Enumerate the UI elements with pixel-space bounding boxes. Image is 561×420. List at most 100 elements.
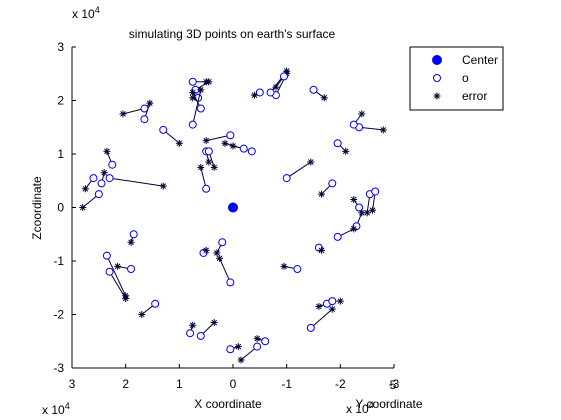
z-axis-label: Zcoordinate — [30, 176, 44, 240]
point-o-marker — [279, 72, 288, 81]
point-o-marker — [239, 144, 248, 153]
point-error-marker — [146, 99, 154, 107]
point-error-marker-stroke — [189, 89, 196, 96]
point-error-marker-stroke — [206, 159, 212, 165]
x-tick-label: 2 — [122, 377, 129, 391]
point-o-marker — [349, 120, 358, 129]
error-vector-line — [192, 89, 202, 125]
point-error-marker — [100, 169, 108, 177]
point-o-marker — [127, 265, 136, 274]
x-axis-label: X coordinate — [194, 397, 262, 411]
point-error-marker — [197, 86, 205, 94]
point-error-marker — [342, 147, 350, 155]
point-error-marker — [358, 110, 366, 118]
point-o-marker — [328, 297, 337, 306]
point-o-marker — [105, 267, 114, 276]
z-tick-label: 2 — [57, 94, 64, 108]
error-vector-line — [310, 308, 333, 329]
point-o-marker — [328, 179, 337, 188]
point-error-marker-stroke — [254, 335, 260, 342]
error-vector-line — [109, 271, 127, 299]
point-error-marker — [379, 126, 387, 134]
z-exponent-label: x 104 — [72, 5, 100, 21]
point-error-marker — [318, 246, 326, 254]
point-error-marker — [229, 142, 237, 150]
point-error-marker-stroke — [281, 263, 287, 270]
point-error-marker-stroke — [120, 111, 126, 117]
error-vector-line — [106, 255, 127, 296]
point-error-marker-stroke — [318, 247, 325, 254]
point-error-marker-stroke — [160, 183, 167, 189]
point-error-marker — [213, 249, 221, 257]
point-error-marker — [197, 163, 205, 171]
point-o-marker — [333, 139, 342, 148]
legend-o-label: o — [462, 71, 469, 85]
point-error-marker — [138, 311, 146, 318]
legend-error-star-stroke — [434, 93, 440, 99]
x-tick-label: 0 — [230, 377, 237, 391]
point-o-marker — [129, 230, 138, 239]
legend-box — [409, 46, 504, 111]
point-error-marker-stroke — [235, 343, 242, 350]
x-tick-label: 1 — [176, 377, 183, 391]
point-error-marker-stroke — [101, 169, 108, 176]
point-o-marker — [333, 232, 342, 241]
point-o-marker — [94, 190, 103, 199]
point-error-marker — [328, 305, 336, 313]
point-o-marker — [159, 125, 168, 134]
point-o-marker — [253, 342, 262, 351]
legend-o-marker — [433, 74, 441, 82]
point-error-marker-stroke — [316, 303, 322, 310]
x-tick-label: -1 — [281, 377, 292, 391]
legend: Center o error — [409, 46, 504, 111]
z-tick-label: -3 — [53, 361, 64, 375]
point-error-marker — [210, 319, 218, 327]
point-o-marker — [309, 85, 318, 94]
z-tick-group: 3 2 1 0 -1 -2 -3 — [53, 40, 76, 375]
point-error-marker — [318, 190, 326, 198]
point-error-marker-stroke — [203, 137, 209, 144]
point-error-marker — [234, 343, 242, 351]
point-o-marker — [282, 174, 291, 183]
point-error-marker-stroke — [197, 86, 204, 93]
point-error-marker — [216, 254, 224, 262]
x-tick-label: -2 — [335, 377, 346, 391]
point-o-marker — [226, 131, 235, 140]
point-o-marker — [255, 88, 264, 97]
point-error-marker — [79, 204, 87, 211]
error-vector-line — [206, 134, 231, 142]
z-tick-label: 1 — [57, 147, 64, 161]
point-error-marker-stroke — [364, 210, 370, 216]
point-o-marker — [188, 77, 197, 86]
point-error-marker-stroke — [189, 322, 196, 329]
x-exponent-label: x 104 — [42, 401, 70, 417]
point-o-marker — [108, 160, 117, 169]
point-error-marker — [189, 321, 197, 329]
error-vector-line — [286, 161, 312, 179]
point-o-marker — [247, 147, 256, 156]
point-error-marker — [205, 78, 213, 86]
point-o-marker — [355, 203, 364, 212]
point-error-marker-stroke — [203, 247, 209, 254]
y-exponent-label: x 104 — [346, 400, 374, 416]
point-o-marker — [188, 120, 197, 129]
point-error-marker-stroke — [308, 159, 314, 165]
point-error-marker — [127, 238, 135, 246]
point-error-marker — [189, 88, 197, 96]
point-error-marker — [250, 91, 258, 99]
point-error-marker — [221, 139, 229, 147]
point-error-marker-stroke — [358, 111, 365, 117]
point-error-marker — [202, 246, 210, 254]
point-error-marker-stroke — [222, 140, 228, 147]
point-error-marker-stroke — [79, 204, 86, 211]
point-error-marker — [81, 185, 89, 193]
point-error-marker — [315, 302, 323, 310]
point-error-marker-stroke — [369, 207, 376, 213]
point-error-marker-stroke — [342, 148, 349, 155]
point-error-marker — [358, 209, 366, 217]
point-o-marker — [196, 104, 205, 113]
z-tick-label: 0 — [57, 201, 64, 215]
point-error-marker — [237, 356, 245, 364]
point-o-marker — [186, 329, 195, 338]
